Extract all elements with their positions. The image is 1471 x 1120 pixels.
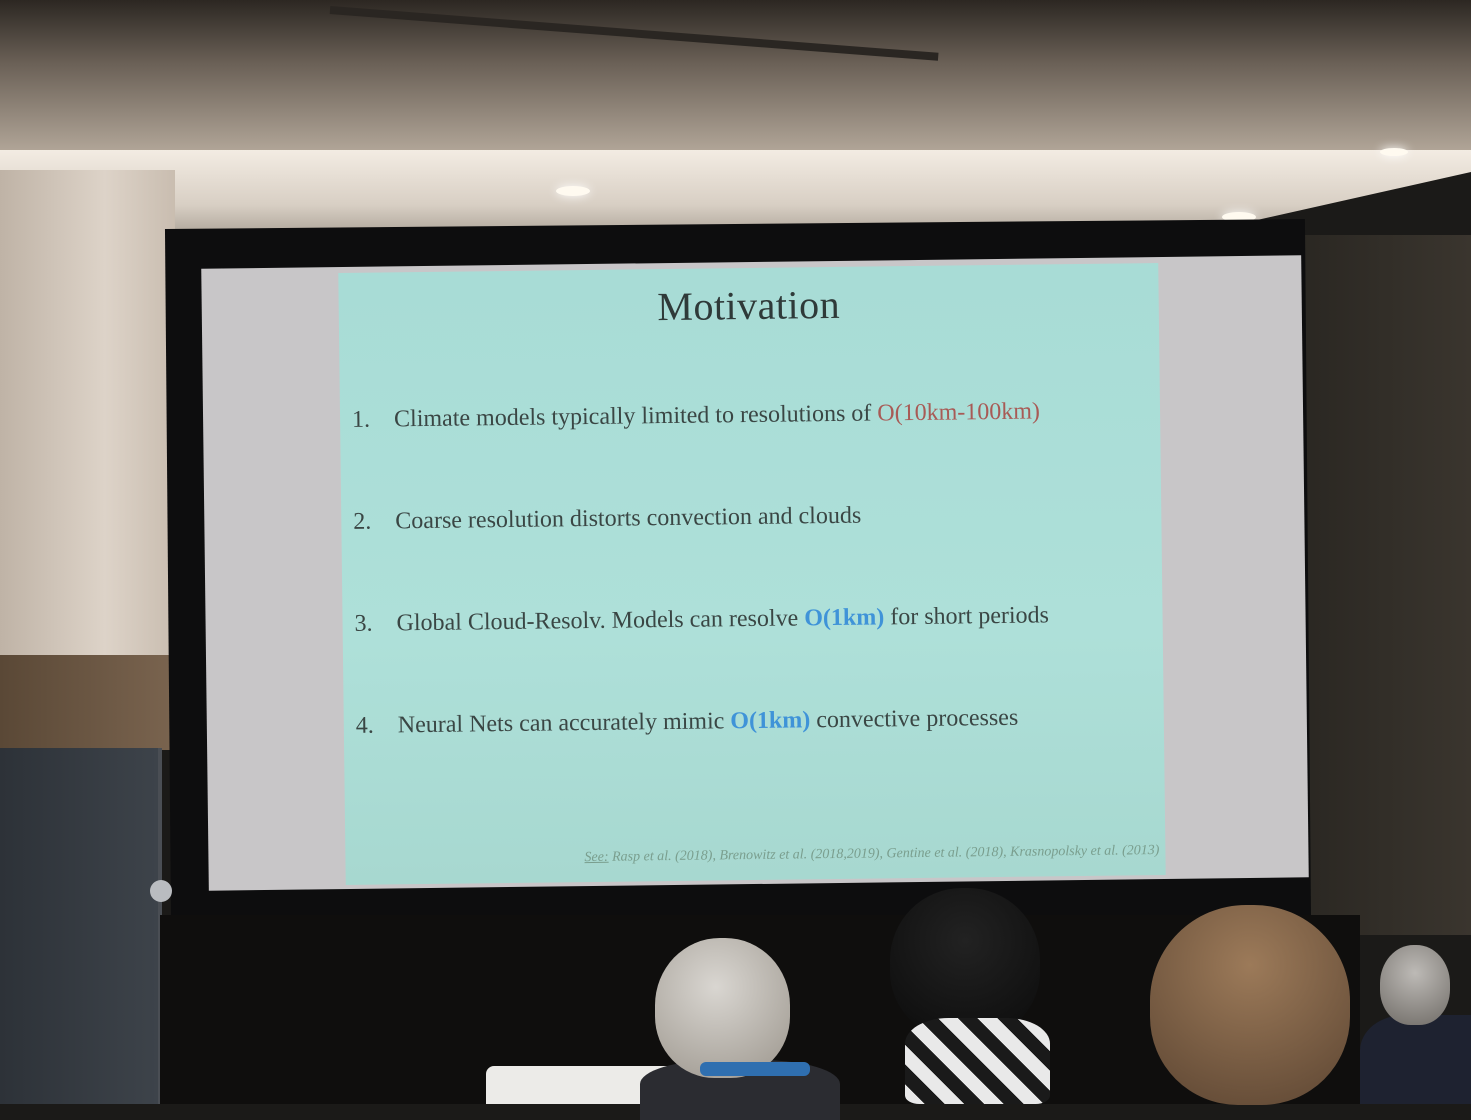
ceiling-downlight xyxy=(1222,212,1256,222)
list-item-text: Coarse resolution distorts convection an… xyxy=(395,502,862,535)
audience-member-head xyxy=(1150,905,1350,1105)
list-item-text-after: convective processes xyxy=(810,704,1019,734)
list-item-number: 4. xyxy=(355,712,374,739)
references-prefix: See: xyxy=(584,849,609,866)
audience-member-head xyxy=(655,938,790,1078)
left-wall xyxy=(0,170,175,660)
audience-member-head xyxy=(1380,945,1450,1025)
list-item: 2. Coarse resolution distorts convection … xyxy=(353,503,861,536)
right-wall xyxy=(1300,235,1471,935)
list-item: 1. Climate models typically limited to re… xyxy=(352,398,1040,433)
references-text: Rasp et al. (2018), Brenowitz et al. (20… xyxy=(608,843,1160,865)
list-item-highlight: O(10km-100km) xyxy=(877,398,1041,427)
slide-title: Motivation xyxy=(657,281,841,330)
checkered-scarf xyxy=(905,1018,1050,1104)
list-item-highlight: O(1km) xyxy=(804,604,885,632)
list-item: 3. Global Cloud-Resolv. Models can resolv… xyxy=(354,602,1049,637)
presentation-slide: Motivation 1. Climate models typically li… xyxy=(338,263,1166,885)
audience-member-body xyxy=(1360,1015,1471,1104)
list-item-number: 2. xyxy=(353,508,372,535)
audience-member-head xyxy=(890,888,1040,1038)
list-item-text: Global Cloud-Resolv. Models can resolve xyxy=(396,605,805,637)
ceiling-downlight xyxy=(1380,148,1408,156)
microphone xyxy=(150,880,172,902)
ceiling xyxy=(0,0,1471,160)
slide-references: See: Rasp et al. (2018), Brenowitz et al… xyxy=(584,843,1159,866)
list-item-text: Neural Nets can accurately mimic xyxy=(397,708,731,739)
ceiling-downlight xyxy=(556,186,590,196)
list-item-number: 3. xyxy=(354,610,373,637)
list-item: 4. Neural Nets can accurately mimic O(1km… xyxy=(356,705,1019,740)
list-item-text-after: for short periods xyxy=(884,602,1050,631)
wood-panel xyxy=(0,655,175,750)
list-item-number: 1. xyxy=(351,406,371,433)
lanyard xyxy=(700,1062,810,1076)
door xyxy=(0,748,162,1104)
list-item-highlight: O(1km) xyxy=(730,707,811,735)
list-item-text: Climate models typically limited to reso… xyxy=(393,400,878,433)
